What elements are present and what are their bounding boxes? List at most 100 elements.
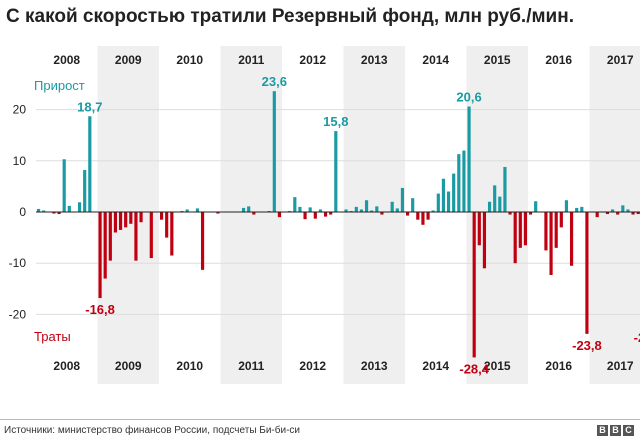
bar	[185, 209, 189, 212]
bar	[247, 206, 251, 212]
year-label-bottom: 2009	[115, 359, 142, 373]
bar	[498, 196, 502, 212]
bar	[564, 200, 569, 212]
bar	[83, 170, 87, 212]
bar	[616, 212, 620, 215]
year-label-top: 2017	[607, 53, 634, 67]
bar	[349, 210, 353, 212]
bar	[477, 212, 481, 246]
bar	[139, 212, 143, 223]
year-label-top: 2008	[53, 53, 80, 67]
bar	[467, 106, 471, 212]
bar	[42, 210, 46, 212]
year-label-top: 2014	[422, 53, 449, 67]
bar	[523, 212, 528, 246]
bar	[380, 212, 384, 215]
bar	[559, 212, 563, 228]
bar	[446, 191, 451, 212]
year-label-bottom: 2008	[53, 359, 80, 373]
bar	[159, 212, 164, 220]
bar	[631, 212, 635, 215]
year-band	[466, 46, 528, 384]
bar	[457, 154, 461, 212]
bar	[323, 212, 328, 217]
year-label-top: 2010	[176, 53, 203, 67]
bar	[36, 208, 41, 212]
y-tick-label: -20	[9, 307, 27, 321]
bar	[200, 212, 205, 270]
bar	[52, 212, 56, 214]
bar	[482, 212, 487, 269]
data-label: 23,6	[262, 74, 287, 89]
data-label: -22,3	[634, 330, 640, 345]
bar	[421, 212, 425, 225]
bar	[575, 207, 579, 212]
bar	[241, 207, 246, 212]
gridlines	[36, 109, 640, 315]
bar	[462, 150, 466, 212]
bar	[595, 212, 599, 218]
bar	[359, 209, 364, 212]
bar	[554, 212, 558, 248]
bars	[36, 91, 640, 358]
bar	[313, 212, 317, 219]
bar	[426, 212, 430, 220]
bar	[267, 210, 271, 212]
year-label-bottom: 2015	[484, 359, 511, 373]
bar	[98, 212, 102, 299]
year-band	[343, 46, 405, 384]
bar	[395, 208, 399, 212]
bar	[549, 212, 553, 275]
bbc-logo: B B C	[597, 425, 634, 436]
source-note: Источники: министерство финансов России,…	[4, 425, 300, 436]
bar	[308, 207, 312, 212]
year-label-bottom: 2011	[238, 359, 264, 373]
y-tick-label: 10	[13, 154, 27, 168]
bar	[487, 201, 492, 212]
bar	[293, 197, 297, 212]
bar	[118, 212, 123, 230]
year-label-bottom: 2013	[361, 359, 388, 373]
bar	[416, 212, 420, 220]
year-label-bottom: 2012	[299, 359, 326, 373]
bar	[298, 206, 302, 212]
bar	[431, 210, 435, 212]
bar	[334, 131, 338, 212]
bar	[585, 212, 589, 334]
year-label-bottom: 2010	[176, 359, 203, 373]
bar	[129, 212, 133, 224]
bar	[272, 91, 276, 212]
bar	[216, 212, 220, 214]
bar	[569, 212, 574, 266]
bar	[252, 212, 256, 215]
y-tick-label: 0	[19, 205, 26, 219]
bar	[534, 201, 538, 212]
bbc-logo-letter: B	[597, 425, 608, 436]
bar	[405, 212, 410, 216]
bar	[108, 212, 112, 261]
year-label-bottom: 2014	[422, 359, 449, 373]
bar	[62, 159, 66, 212]
bar	[318, 209, 323, 212]
bar	[472, 212, 476, 358]
bar	[288, 210, 292, 212]
bar	[303, 212, 307, 220]
bar	[195, 208, 200, 212]
bar	[636, 212, 640, 215]
bar	[57, 212, 61, 215]
bar	[149, 212, 153, 259]
bar	[165, 212, 169, 238]
text-labels: 2008200820092009201020102011201120122012…	[9, 53, 640, 376]
bar	[452, 173, 456, 212]
bar	[354, 206, 358, 212]
bar	[544, 212, 548, 251]
bar	[329, 212, 333, 215]
bar	[441, 178, 446, 212]
bar	[605, 212, 610, 215]
bar	[580, 206, 584, 212]
bbc-logo-letter: C	[623, 425, 634, 436]
bar	[67, 205, 71, 212]
bar	[103, 212, 107, 279]
data-label: 20,6	[456, 90, 481, 105]
bar	[88, 116, 92, 212]
